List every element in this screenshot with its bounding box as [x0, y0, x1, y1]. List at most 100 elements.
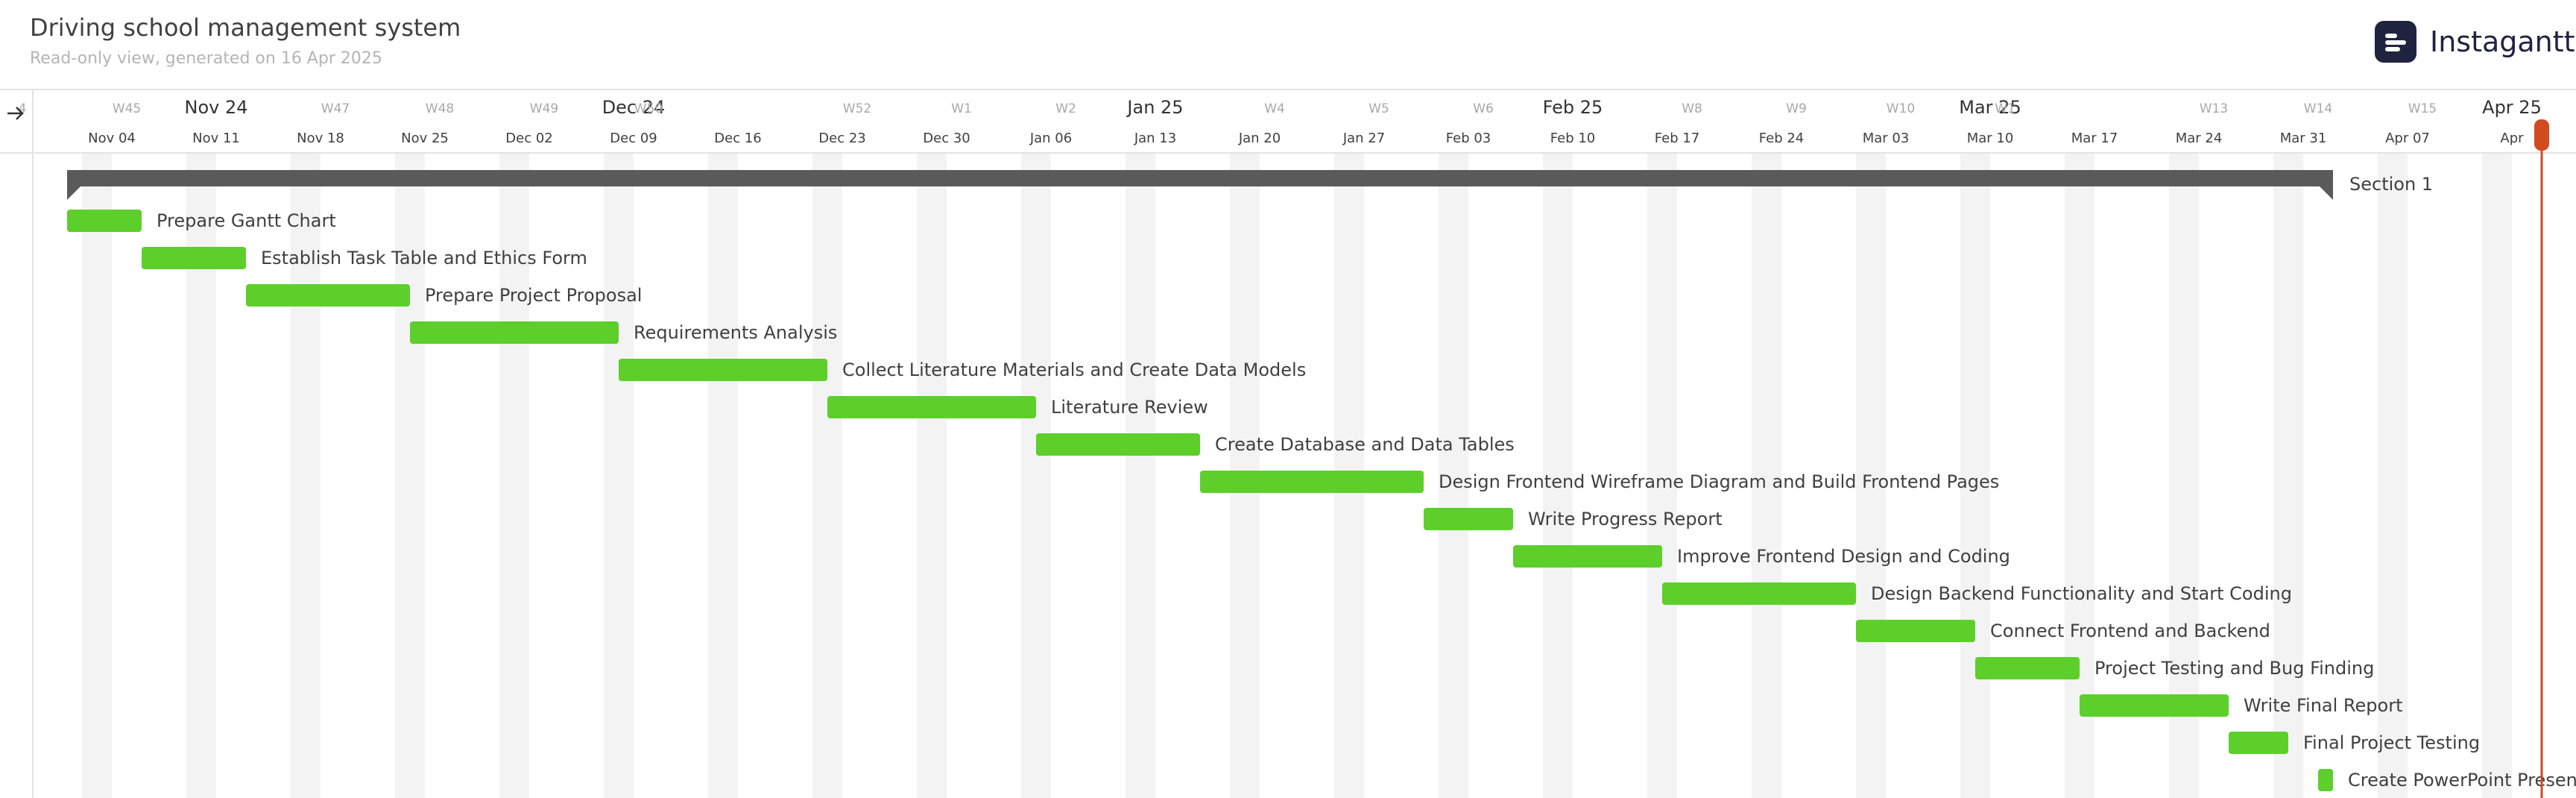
week-number-label: W1	[951, 101, 972, 116]
weekend-stripe	[2169, 153, 2199, 798]
task-row: Establish Task Table and Ethics Form	[142, 247, 587, 269]
task-label: Write Progress Report	[1528, 509, 1723, 530]
week-date-label: Nov 04	[88, 131, 136, 146]
task-row: Create Database and Data Tables	[1036, 433, 1515, 456]
task-row: Design Backend Functionality and Start C…	[1662, 582, 2292, 605]
timeline-nav	[7, 107, 24, 120]
weekend-stripe	[2273, 153, 2303, 798]
week-date-label: Jan 13	[1134, 131, 1176, 146]
week-date-label: Feb 10	[1550, 131, 1596, 146]
month-label: Feb 25	[1543, 97, 1603, 118]
task-bar	[1424, 508, 1513, 530]
today-handle	[2534, 119, 2549, 151]
weekend-stripe	[1856, 153, 1886, 798]
weekend-stripe	[1126, 153, 1155, 798]
week-date-label: Feb 17	[1655, 131, 1700, 146]
week-date-label: Mar 31	[2280, 131, 2327, 146]
task-label: Final Project Testing	[2303, 732, 2480, 753]
task-label: Project Testing and Bug Finding	[2094, 658, 2374, 679]
weekend-stripe	[604, 153, 634, 798]
week-number-label: W49	[530, 101, 558, 116]
week-date-label: Mar 10	[1967, 131, 2014, 146]
task-row: Design Frontend Wireframe Diagram and Bu…	[1200, 471, 1999, 493]
section-group: Section 1	[67, 170, 2433, 200]
task-label: Design Frontend Wireframe Diagram and Bu…	[1439, 471, 1999, 492]
week-number-label: W47	[321, 101, 350, 116]
task-row: Write Final Report	[2080, 694, 2403, 717]
task-bar	[2318, 769, 2333, 791]
task-label: Establish Task Table and Ethics Form	[261, 248, 587, 268]
task-label: Create PowerPoint Presentation	[2348, 770, 2576, 791]
page-subtitle: Read-only view, generated on 16 Apr 2025	[30, 49, 382, 68]
task-bar	[2229, 732, 2288, 754]
page-title: Driving school management system	[30, 13, 461, 42]
week-date-label: Jan 06	[1029, 131, 1072, 146]
task-row: Prepare Gantt Chart	[67, 210, 336, 232]
week-number-label: 4	[19, 101, 27, 116]
week-number-label: W15	[2408, 101, 2437, 116]
logo-mark-icon	[2375, 21, 2416, 63]
weekend-stripe	[499, 153, 529, 798]
task-bar	[2080, 694, 2229, 717]
week-date-label: Feb 03	[1446, 131, 1491, 146]
header: Driving school management system Read-on…	[0, 0, 2576, 89]
week-number-label: W45	[113, 101, 141, 116]
month-label: Jan 25	[1126, 97, 1183, 118]
week-date-label: Mar 03	[1863, 131, 1910, 146]
task-bar	[246, 284, 410, 307]
logo-text: Instagantt	[2430, 25, 2575, 58]
week-date-label: Dec 30	[923, 131, 970, 146]
task-bar	[827, 396, 1036, 418]
task-row: Requirements Analysis	[410, 321, 837, 344]
week-number-label: W9	[1786, 101, 1807, 116]
task-bar	[619, 359, 827, 381]
weekend-stripe	[82, 153, 112, 798]
task-row: Connect Frontend and Backend	[1856, 620, 2270, 642]
task-row: Prepare Project Proposal	[246, 284, 642, 307]
task-label: Create Database and Data Tables	[1215, 434, 1515, 455]
weekend-stripes	[82, 153, 2512, 798]
task-row: Project Testing and Bug Finding	[1975, 657, 2374, 679]
weekend-stripe	[1021, 153, 1051, 798]
task-label: Collect Literature Materials and Create …	[842, 359, 1306, 380]
week-number-label: W4	[1264, 101, 1285, 116]
weekend-stripe	[812, 153, 842, 798]
task-bar	[1856, 620, 1975, 642]
weekend-stripe	[1439, 153, 1468, 798]
weekend-stripe	[291, 153, 321, 798]
week-date-label: Dec 09	[610, 131, 657, 146]
scroll-to-today-icon[interactable]	[7, 107, 24, 120]
task-bar	[410, 321, 619, 344]
week-number-label: W10	[1887, 101, 1915, 116]
task-rows: Prepare Gantt Chart Establish Task Table …	[67, 210, 2576, 791]
task-row: Collect Literature Materials and Create …	[619, 359, 1306, 381]
week-number-label: W50	[634, 101, 663, 116]
task-label: Literature Review	[1051, 397, 1208, 418]
week-date-label: Feb 24	[1759, 131, 1805, 146]
task-bar	[1200, 471, 1424, 493]
task-bar	[67, 210, 142, 232]
weekend-stripe	[1752, 153, 1781, 798]
week-date-label: Dec 02	[505, 131, 552, 146]
week-date-label: Dec 23	[818, 131, 865, 146]
month-label: Apr 25	[2482, 97, 2542, 118]
task-label: Write Final Report	[2244, 695, 2403, 716]
week-number-label: W14	[2304, 101, 2332, 116]
weekend-stripe	[917, 153, 947, 798]
week-number-label: W6	[1473, 101, 1494, 116]
week-date-label: Jan 27	[1342, 131, 1385, 146]
weekend-stripe	[1647, 153, 1677, 798]
week-number-label: W48	[426, 101, 454, 116]
instagantt-logo[interactable]: Instagantt	[2375, 21, 2575, 63]
week-date-label: Apr	[2500, 131, 2524, 146]
weekend-stripe	[2065, 153, 2094, 798]
task-row: Improve Frontend Design and Coding	[1513, 545, 2010, 568]
week-date-label: Dec 16	[714, 131, 761, 146]
weekend-stripe	[395, 153, 425, 798]
timeline-axis: Nov 24 Dec 24 Jan 25 Feb 25 Mar 25 Apr 25 4 W45…	[0, 89, 2576, 798]
section-label: Section 1	[2349, 174, 2433, 195]
task-row: Write Progress Report	[1424, 508, 1723, 530]
month-label: Mar 25	[1959, 97, 2021, 118]
month-label: Dec 24	[602, 97, 666, 118]
task-bar	[1975, 657, 2080, 679]
